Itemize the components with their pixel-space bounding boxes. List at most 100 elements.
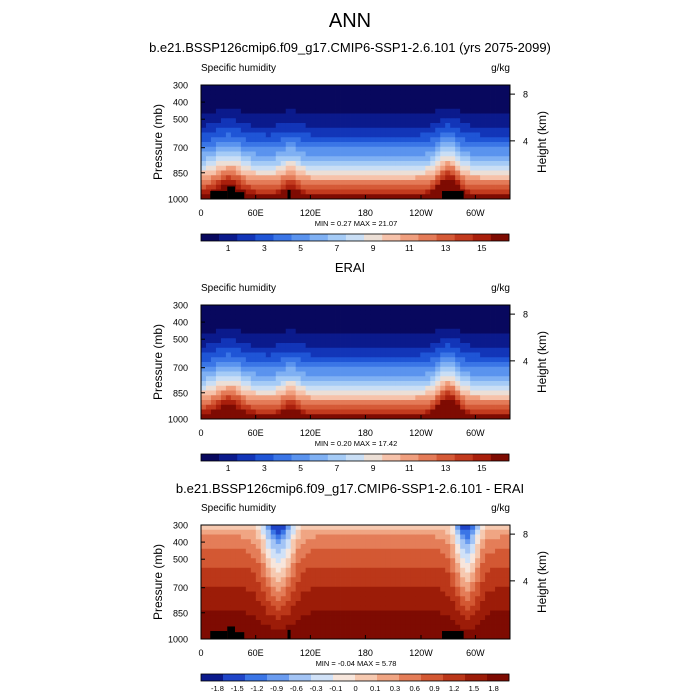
heatmap-cell [330,586,336,592]
heatmap-cell [285,385,292,391]
colorbar-swatch [291,234,311,241]
heatmap-cell [250,142,257,148]
heatmap-cell [405,305,411,311]
heatmap-cell [201,118,207,124]
heatmap-cell [315,319,322,325]
heatmap-cell [395,194,401,200]
heatmap-cell [270,137,277,143]
heatmap-cell [235,184,242,190]
heatmap-cell [235,567,242,573]
heatmap-cell [410,165,416,171]
heatmap-cell [305,85,312,91]
heatmap-cell [265,366,272,372]
heatmap-cell [505,629,511,635]
heatmap-cell [310,99,317,105]
heatmap-cell [315,366,322,372]
heatmap-cell [500,357,506,363]
heatmap-cell [365,409,371,415]
heatmap-cell [415,156,421,162]
heatmap-cell [355,605,361,611]
heatmap-cell [320,343,326,349]
heatmap-cell [375,362,381,368]
heatmap-cell [240,180,247,186]
heatmap-cell [395,544,401,550]
heatmap-cell [315,161,322,167]
heatmap-cell [340,108,346,114]
heatmap-cell [290,362,297,368]
heatmap-cell [415,319,421,325]
heatmap-cell [370,118,376,124]
heatmap-cell [390,305,396,311]
heatmap-cell [280,586,287,592]
heatmap-cell [420,123,426,129]
heatmap-cell [305,137,312,143]
heatmap-cell [505,343,511,349]
heatmap-cell [265,529,272,535]
heatmap-cell [450,165,456,171]
heatmap-cell [280,390,287,396]
heatmap-cell [330,305,336,311]
heatmap-cell [485,175,491,181]
heatmap-cell [385,601,391,607]
heatmap-cell [255,309,262,315]
heatmap-cell [450,305,456,311]
heatmap-cell [500,362,506,368]
heatmap-cell [275,409,282,415]
heatmap-cell [335,414,341,420]
heatmap-cell [230,563,237,569]
heatmap-cell [245,161,252,167]
heatmap-cell [280,123,287,129]
heatmap-cell [260,577,267,583]
heatmap-cell [280,610,287,616]
heatmap-cell [255,553,262,559]
heatmap-cell [440,586,446,592]
heatmap-cell [405,539,411,545]
heatmap-cell [405,324,411,330]
heatmap-cell [465,104,471,110]
heatmap-cell [385,371,391,377]
heatmap-cell [480,610,486,616]
heatmap-cell [265,99,272,105]
heatmap-cell [500,553,506,559]
heatmap-cell [300,539,307,545]
heatmap-cell [500,548,506,554]
heatmap-cell [205,624,212,630]
heatmap-cell [250,165,257,171]
heatmap-cell [355,610,361,616]
heatmap-cell [355,366,361,372]
heatmap-cell [435,165,441,171]
heatmap-cell [205,137,212,143]
heatmap-cell [495,404,501,410]
heatmap-cell [400,553,406,559]
colorbar-swatch [345,234,365,241]
heatmap-cell [485,615,491,621]
heatmap-cell [505,591,511,597]
heatmap-cell [270,151,277,157]
heatmap-cell [230,123,237,129]
heatmap-cell [295,366,302,372]
heatmap-cell [420,189,426,195]
heatmap-cell [460,558,466,564]
heatmap-cell [320,180,326,186]
heatmap-cell [215,94,222,100]
heatmap-cell [245,605,252,611]
heatmap-cell [220,127,227,133]
heatmap-cell [215,586,222,592]
heatmap-cell [240,132,247,138]
heatmap-cell [315,371,322,377]
heatmap-cell [430,142,436,148]
heatmap-cell [490,544,496,550]
heatmap-cell [280,94,287,100]
heatmap-cell [505,586,511,592]
heatmap-cell [285,548,292,554]
heatmap-cell [205,629,212,635]
heatmap-cell [320,620,326,626]
heatmap-cell [201,624,207,630]
heatmap-cell [355,553,361,559]
heatmap-cell [435,180,441,186]
heatmap-cell [475,629,481,635]
heatmap-cell [265,577,272,583]
heatmap-cell [305,605,312,611]
heatmap-cell [215,127,222,133]
heatmap-cell [420,309,426,315]
